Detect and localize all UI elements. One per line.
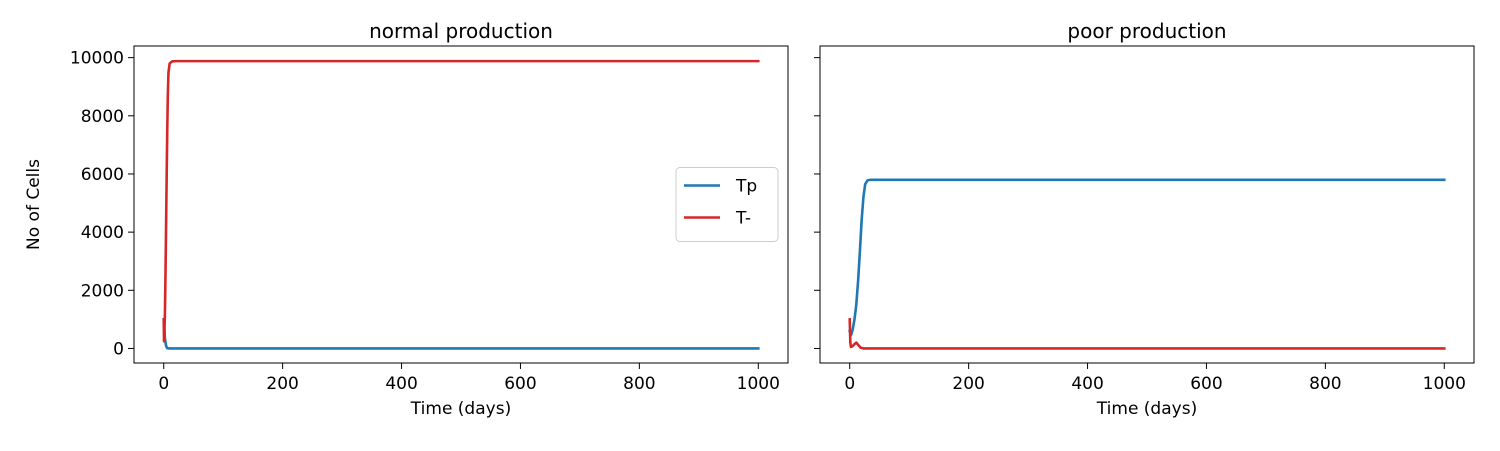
chart-0-title: normal production	[369, 19, 553, 43]
chart-0-x-tick-label-800: 800	[623, 374, 655, 394]
chart-1-title: poor production	[1067, 19, 1226, 43]
chart-1-x-tick-label-800: 800	[1309, 374, 1341, 394]
chart-1-series-tp-line	[848, 178, 1446, 337]
chart-0-legend-box	[675, 167, 779, 242]
chart-1-x-tick-label-0: 0	[844, 374, 855, 394]
chart-1-x-axis-label: Time (days)	[1096, 399, 1197, 419]
chart-0-x-tick-label-0: 0	[158, 374, 169, 394]
chart-0-axes-frame	[133, 45, 789, 364]
chart-0-legend-label-t: T-	[735, 209, 751, 229]
chart-1-x-tick-label-1000: 1000	[1423, 374, 1466, 394]
chart-0-series-group	[162, 59, 760, 350]
chart-0-y-tick-label-8000: 8000	[81, 107, 124, 127]
chart-1-x-tick-label-200: 200	[952, 374, 984, 394]
chart-0-y-tick-label-0: 0	[113, 339, 124, 359]
chart-1-x-tick-label-400: 400	[1071, 374, 1103, 394]
normal-production-panel: 0 200 400 600 800 10000200040006000800010000n…	[24, 19, 789, 419]
chart-0-legend: Tp T-	[675, 167, 779, 242]
chart-0-x-tick-label-400: 400	[385, 374, 417, 394]
chart-1-axes-frame	[819, 45, 1475, 364]
chart-0-legend-label-tp: Tp	[735, 177, 757, 197]
chart-0-y-tick-label-4000: 4000	[81, 223, 124, 243]
chart-0-x-axis-label: Time (days)	[410, 399, 511, 419]
chart-0-x-tick-label-1000: 1000	[737, 374, 780, 394]
poor-production-panel: 0 200 400 600 800 1000 poor production Time (da…	[814, 19, 1475, 419]
chart-0-y-tick-label-10000: 10000	[70, 49, 124, 69]
chart-0-series-t-line	[162, 59, 760, 343]
chart-0-y-tick-label-2000: 2000	[81, 281, 124, 301]
chart-0-x-tick-label-600: 600	[504, 374, 536, 394]
chart-0-y-tick-label-6000: 6000	[81, 165, 124, 185]
chart-0-x-tick-label-200: 200	[266, 374, 298, 394]
chart-1-series-t-line	[848, 318, 1446, 350]
chart-0-y-axis-label: No of Cells	[24, 159, 44, 250]
chart-1-x-tick-label-600: 600	[1190, 374, 1222, 394]
chart-0-series-tp-line	[162, 317, 760, 350]
chart-1-series-group	[848, 178, 1446, 350]
